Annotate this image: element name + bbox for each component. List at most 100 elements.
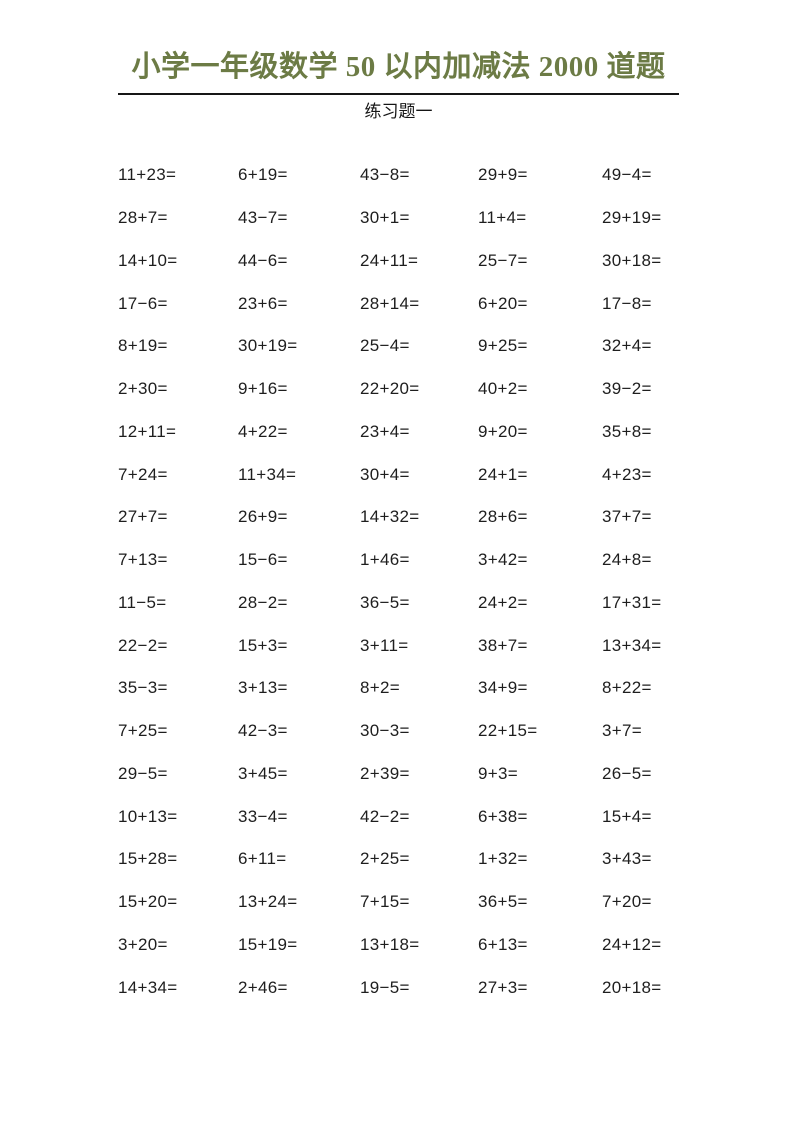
problem-cell: 6+38= (478, 806, 528, 826)
problem-cell: 9+3= (478, 763, 518, 783)
problem-row: 14+10= 44−6= 24+11= 25−7= 30+18= (118, 240, 679, 283)
problem-row: 7+24= 11+34= 30+4= 24+1= 4+23= (118, 453, 679, 496)
problem-cell: 30+4= (360, 464, 410, 484)
problems-grid: 11+23= 6+19= 43−8= 29+9= 49−4= 28+7= 43−7= 30+1… (118, 154, 679, 1009)
problem-cell: 28+6= (478, 507, 528, 527)
problem-cell: 12+11= (118, 421, 177, 441)
problem-cell: 3+42= (478, 550, 528, 570)
problem-cell: 33−4= (238, 806, 288, 826)
problem-cell: 43−8= (360, 165, 410, 185)
problem-cell: 3+45= (238, 763, 288, 783)
problem-cell: 30+18= (602, 250, 662, 270)
problem-cell: 1+32= (478, 849, 528, 869)
worksheet-subtitle: 练习题一 (364, 102, 433, 122)
problem-row: 2+30= 9+16= 22+20= 40+2= 39−2= (118, 368, 679, 411)
problem-cell: 14+10= (118, 250, 178, 270)
problem-cell: 3+13= (238, 678, 288, 698)
problem-cell: 26−5= (602, 763, 652, 783)
problem-cell: 44−6= (238, 250, 288, 270)
problem-cell: 9+25= (478, 336, 528, 356)
problem-cell: 24+11= (360, 250, 419, 270)
problem-cell: 2+25= (360, 849, 410, 869)
problem-cell: 28+7= (118, 208, 168, 228)
problem-cell: 24+8= (602, 550, 652, 570)
problem-cell: 9+20= (478, 421, 528, 441)
problem-cell: 28+14= (360, 293, 420, 313)
problem-row: 3+20= 15+19= 13+18= 6+13= 24+12= (118, 924, 679, 967)
problem-cell: 49−4= (602, 165, 652, 185)
problem-row: 8+19= 30+19= 25−4= 9+25= 32+4= (118, 325, 679, 368)
problem-cell: 42−3= (238, 721, 288, 741)
problem-cell: 24+2= (478, 592, 528, 612)
problem-cell: 7+25= (118, 721, 168, 741)
problem-cell: 29+9= (478, 165, 528, 185)
problem-cell: 2+46= (238, 977, 288, 997)
problem-cell: 30+19= (238, 336, 298, 356)
problem-cell: 4+23= (602, 464, 652, 484)
problem-cell: 11+34= (238, 464, 297, 484)
problem-cell: 15+28= (118, 849, 178, 869)
problem-cell: 36+5= (478, 892, 528, 912)
problem-cell: 13+24= (238, 892, 298, 912)
problem-cell: 7+13= (118, 550, 168, 570)
problem-cell: 15−6= (238, 550, 288, 570)
problem-row: 27+7= 26+9= 14+32= 28+6= 37+7= (118, 496, 679, 539)
worksheet-content: 小学一年级数学 50 以内加减法 2000 道题 练习题一 11+23= 6+19… (118, 0, 679, 1009)
problem-cell: 8+22= (602, 678, 652, 698)
problem-cell: 20+18= (602, 977, 662, 997)
problem-cell: 32+4= (602, 336, 652, 356)
problem-cell: 29−5= (118, 763, 168, 783)
problem-cell: 42−2= (360, 806, 410, 826)
problem-cell: 38+7= (478, 635, 528, 655)
problem-row: 11+23= 6+19= 43−8= 29+9= 49−4= (118, 154, 679, 197)
problem-cell: 30−3= (360, 721, 410, 741)
problem-cell: 8+2= (360, 678, 400, 698)
problem-row: 29−5= 3+45= 2+39= 9+3= 26−5= (118, 753, 679, 796)
problem-cell: 27+3= (478, 977, 528, 997)
problem-cell: 7+24= (118, 464, 168, 484)
problem-cell: 3+43= (602, 849, 652, 869)
problem-cell: 25−7= (478, 250, 528, 270)
problem-cell: 15+4= (602, 806, 652, 826)
problem-cell: 13+34= (602, 635, 662, 655)
problem-cell: 11−5= (118, 592, 167, 612)
problem-cell: 17−6= (118, 293, 168, 313)
problem-row: 15+28= 6+11= 2+25= 1+32= 3+43= (118, 838, 679, 881)
problem-cell: 6+13= (478, 934, 528, 954)
problem-cell: 29+19= (602, 208, 662, 228)
problem-cell: 15+19= (238, 934, 298, 954)
problem-cell: 17−8= (602, 293, 652, 313)
problem-cell: 27+7= (118, 507, 168, 527)
problem-row: 10+13= 33−4= 42−2= 6+38= 15+4= (118, 795, 679, 838)
problem-cell: 7+20= (602, 892, 652, 912)
problem-cell: 8+19= (118, 336, 168, 356)
problem-cell: 37+7= (602, 507, 652, 527)
problem-cell: 36−5= (360, 592, 410, 612)
problem-row: 7+13= 15−6= 1+46= 3+42= 24+8= (118, 539, 679, 582)
problem-cell: 11+4= (478, 208, 527, 228)
problem-cell: 35+8= (602, 421, 652, 441)
problem-cell: 3+11= (360, 635, 409, 655)
problem-cell: 3+20= (118, 934, 168, 954)
problem-cell: 15+20= (118, 892, 178, 912)
problem-cell: 39−2= (602, 379, 652, 399)
problem-cell: 17+31= (602, 592, 662, 612)
problem-cell: 28−2= (238, 592, 288, 612)
problem-cell: 24+1= (478, 464, 528, 484)
problem-cell: 22+20= (360, 379, 420, 399)
problem-cell: 19−5= (360, 977, 410, 997)
problem-cell: 3+7= (602, 721, 642, 741)
problem-cell: 30+1= (360, 208, 410, 228)
problem-cell: 1+46= (360, 550, 410, 570)
problem-cell: 11+23= (118, 165, 177, 185)
problem-row: 12+11= 4+22= 23+4= 9+20= 35+8= (118, 411, 679, 454)
problem-cell: 2+39= (360, 763, 410, 783)
problem-cell: 23+6= (238, 293, 288, 313)
problem-row: 17−6= 23+6= 28+14= 6+20= 17−8= (118, 282, 679, 325)
problem-cell: 9+16= (238, 379, 288, 399)
problem-row: 35−3= 3+13= 8+2= 34+9= 8+22= (118, 667, 679, 710)
worksheet-title: 小学一年级数学 50 以内加减法 2000 道题 (118, 0, 679, 96)
problem-cell: 22+15= (478, 721, 538, 741)
problem-cell: 14+34= (118, 977, 178, 997)
